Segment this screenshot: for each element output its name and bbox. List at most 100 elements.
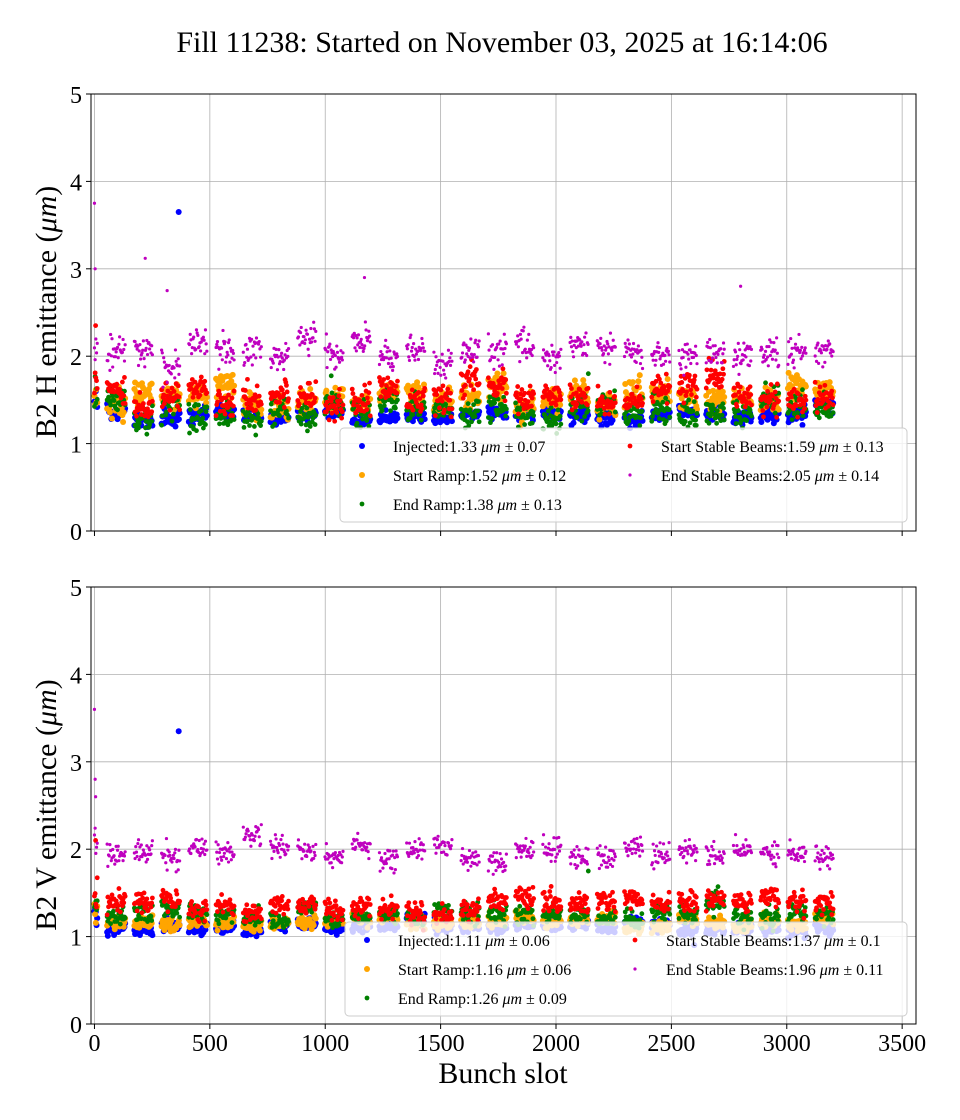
point-end-stable-beams bbox=[226, 353, 230, 357]
point-injected bbox=[570, 419, 577, 426]
point-end-stable-beams bbox=[324, 332, 328, 336]
point-start-stable-beams bbox=[198, 374, 204, 380]
point-start-stable-beams bbox=[137, 390, 143, 395]
point-end-ramp bbox=[268, 401, 274, 407]
point-end-stable-beams bbox=[601, 352, 606, 356]
point-start-stable-beams bbox=[381, 377, 387, 382]
point-end-stable-beams bbox=[440, 352, 444, 356]
point-end-stable-beams bbox=[386, 346, 390, 350]
point-end-stable-beams bbox=[502, 352, 506, 356]
point-end-stable-beams bbox=[113, 355, 118, 359]
point-start-stable-beams bbox=[736, 389, 742, 395]
point-end-stable-beams bbox=[733, 350, 738, 354]
point-start-ramp bbox=[596, 416, 603, 423]
point-end-stable-beams bbox=[694, 353, 698, 358]
point-start-stable-beams bbox=[467, 364, 473, 370]
point-start-ramp bbox=[203, 399, 210, 406]
point-start-stable-beams bbox=[176, 394, 182, 400]
point-start-stable-beams bbox=[515, 411, 521, 417]
point-end-ramp bbox=[111, 398, 117, 403]
point-start-stable-beams bbox=[468, 383, 474, 388]
point-end-stable-beams bbox=[763, 349, 768, 353]
point-start-ramp bbox=[636, 372, 643, 379]
point-end-stable-beams bbox=[245, 347, 250, 351]
point-start-stable-beams bbox=[612, 400, 618, 406]
point-end-stable-beams bbox=[141, 339, 145, 343]
point-start-stable-beams bbox=[334, 410, 340, 415]
point-end-stable-beams bbox=[335, 350, 340, 354]
point-end-stable-beams bbox=[174, 359, 178, 363]
point-start-ramp bbox=[414, 379, 421, 386]
point-start-ramp bbox=[340, 386, 346, 393]
point-start-stable-beams bbox=[359, 392, 365, 398]
point-end-stable-beams bbox=[420, 336, 424, 341]
point-start-stable-beams bbox=[465, 369, 471, 375]
point-start-stable-beams bbox=[364, 407, 370, 413]
point-start-stable-beams bbox=[254, 383, 260, 389]
point-end-ramp bbox=[392, 405, 398, 411]
point-end-stable-beams bbox=[160, 348, 164, 352]
point-end-ramp bbox=[379, 408, 385, 413]
point-end-stable-beams bbox=[172, 366, 176, 370]
point-end-stable-beams bbox=[359, 337, 363, 341]
point-start-ramp bbox=[494, 370, 501, 377]
point-end-stable-beams bbox=[521, 329, 525, 333]
point-injected bbox=[172, 423, 179, 430]
point-end-stable-beams bbox=[169, 372, 173, 376]
point-start-stable-beams bbox=[190, 394, 196, 400]
point-end-stable-beams bbox=[550, 343, 554, 347]
point-end-stable-beams bbox=[95, 341, 99, 345]
point-end-stable-beams bbox=[704, 361, 708, 365]
point-start-ramp bbox=[258, 406, 265, 413]
point-start-stable-beams bbox=[708, 367, 714, 373]
point-start-stable-beams bbox=[286, 396, 291, 402]
point-start-stable-beams bbox=[393, 383, 399, 389]
point-start-stable-beams bbox=[340, 402, 346, 408]
point-start-stable-beams bbox=[324, 399, 330, 405]
point-end-ramp bbox=[159, 422, 165, 428]
point-start-stable-beams bbox=[410, 407, 416, 413]
point-end-stable-beams bbox=[106, 359, 110, 363]
point-start-stable-beams bbox=[462, 382, 468, 388]
point-start-ramp bbox=[629, 379, 636, 386]
point-start-stable-beams bbox=[749, 402, 754, 408]
point-start-stable-beams bbox=[119, 379, 125, 385]
point-end-stable-beams bbox=[305, 332, 310, 336]
point-end-stable-beams bbox=[298, 330, 303, 335]
point-end-stable-beams bbox=[353, 346, 357, 350]
point-end-stable-beams bbox=[275, 368, 280, 372]
point-end-stable-beams bbox=[613, 345, 617, 349]
point-end-stable-beams bbox=[825, 347, 829, 352]
point-end-ramp bbox=[749, 413, 754, 419]
point-end-stable-beams bbox=[94, 351, 99, 355]
point-end-stable-beams bbox=[150, 344, 154, 348]
point-end-stable-beams bbox=[817, 361, 821, 365]
point-end-stable-beams bbox=[522, 325, 526, 329]
point-start-stable-beams bbox=[245, 376, 250, 382]
point-start-stable-beams bbox=[222, 411, 228, 417]
point-end-stable-beams bbox=[314, 329, 318, 333]
point-start-stable-beams bbox=[230, 403, 236, 409]
point-end-stable-beams bbox=[766, 364, 770, 368]
point-start-ramp bbox=[120, 409, 127, 416]
point-start-stable-beams bbox=[684, 389, 690, 395]
point-end-stable-beams bbox=[242, 363, 246, 367]
point-start-ramp bbox=[826, 379, 833, 386]
point-end-stable-beams bbox=[571, 350, 575, 354]
point-start-stable-beams bbox=[768, 382, 774, 387]
point-end-ramp bbox=[203, 409, 209, 415]
point-end-stable-beams bbox=[789, 336, 793, 341]
point-start-stable-beams bbox=[437, 405, 442, 411]
point-end-ramp bbox=[187, 407, 193, 412]
point-end-stable-beams bbox=[243, 360, 247, 365]
point-end-ramp bbox=[555, 407, 561, 413]
point-end-ramp bbox=[329, 390, 335, 396]
point-end-stable-beams bbox=[460, 351, 465, 355]
point-end-ramp bbox=[258, 418, 264, 424]
point-end-stable-beams bbox=[715, 361, 719, 365]
point-end-stable-beams bbox=[684, 365, 688, 369]
point-end-ramp bbox=[286, 415, 291, 421]
point-end-stable-beams bbox=[274, 347, 278, 351]
point-start-stable-beams bbox=[812, 379, 818, 385]
point-end-stable-beams bbox=[190, 352, 194, 356]
